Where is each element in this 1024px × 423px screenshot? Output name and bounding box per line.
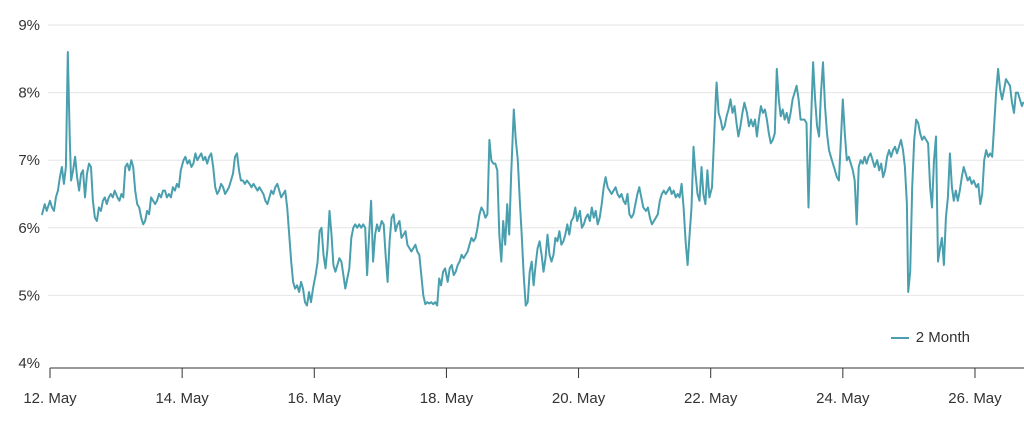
x-axis-label: 26. May (948, 390, 1002, 407)
legend-label: 2 Month (915, 329, 970, 346)
x-axis-label: 16. May (288, 390, 342, 407)
x-axis-label: 18. May (420, 390, 474, 407)
plot-area[interactable] (50, 13, 1024, 368)
legend-item-2-month[interactable]: 2 Month (890, 329, 970, 346)
y-axis-label: 5% (18, 287, 40, 304)
legend-line-marker (890, 336, 909, 339)
y-axis-label: 8% (18, 85, 40, 102)
y-axis-label: 7% (18, 152, 40, 169)
x-axis-label: 22. May (684, 390, 738, 407)
y-axis-label: 4% (18, 355, 40, 372)
x-axis-label: 12. May (23, 390, 77, 407)
x-axis-label: 24. May (816, 390, 870, 407)
x-axis-label: 14. May (155, 390, 209, 407)
y-axis-label: 6% (18, 220, 40, 237)
x-axis-label: 20. May (552, 390, 606, 407)
series-line-2-month (41, 51, 1024, 307)
y-axis-label: 9% (18, 17, 40, 34)
